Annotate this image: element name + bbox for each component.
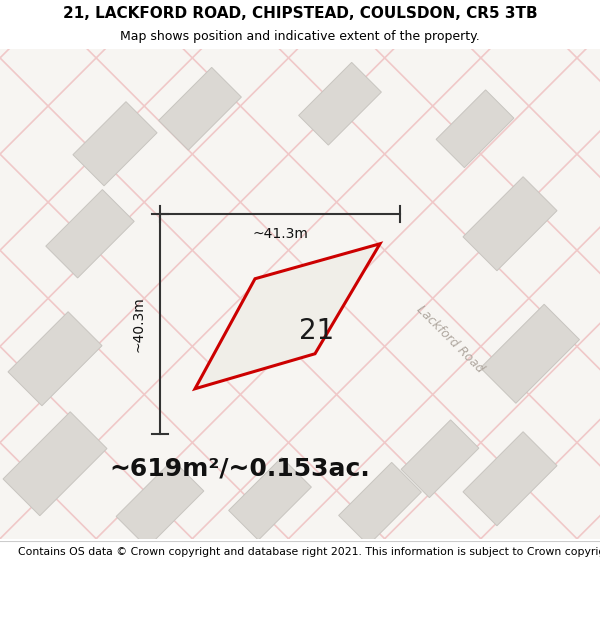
Text: 21: 21 bbox=[299, 318, 334, 345]
Polygon shape bbox=[463, 432, 557, 526]
Text: Contains OS data © Crown copyright and database right 2021. This information is : Contains OS data © Crown copyright and d… bbox=[18, 546, 600, 556]
Polygon shape bbox=[158, 68, 241, 150]
Text: 21, LACKFORD ROAD, CHIPSTEAD, COULSDON, CR5 3TB: 21, LACKFORD ROAD, CHIPSTEAD, COULSDON, … bbox=[62, 6, 538, 21]
Text: Lackford Road: Lackford Road bbox=[414, 302, 486, 375]
Text: ~619m²/~0.153ac.: ~619m²/~0.153ac. bbox=[110, 457, 370, 481]
Polygon shape bbox=[463, 177, 557, 271]
Polygon shape bbox=[3, 412, 107, 516]
Text: ~41.3m: ~41.3m bbox=[252, 227, 308, 241]
Polygon shape bbox=[116, 460, 204, 548]
Polygon shape bbox=[299, 62, 382, 145]
Polygon shape bbox=[229, 458, 311, 540]
Polygon shape bbox=[73, 102, 157, 186]
Polygon shape bbox=[338, 462, 421, 545]
Polygon shape bbox=[481, 304, 580, 403]
Polygon shape bbox=[8, 312, 102, 406]
Text: ~40.3m: ~40.3m bbox=[131, 296, 145, 352]
Polygon shape bbox=[46, 189, 134, 278]
Polygon shape bbox=[195, 244, 380, 389]
Polygon shape bbox=[436, 90, 514, 168]
Polygon shape bbox=[401, 420, 479, 498]
Text: Map shows position and indicative extent of the property.: Map shows position and indicative extent… bbox=[120, 30, 480, 43]
